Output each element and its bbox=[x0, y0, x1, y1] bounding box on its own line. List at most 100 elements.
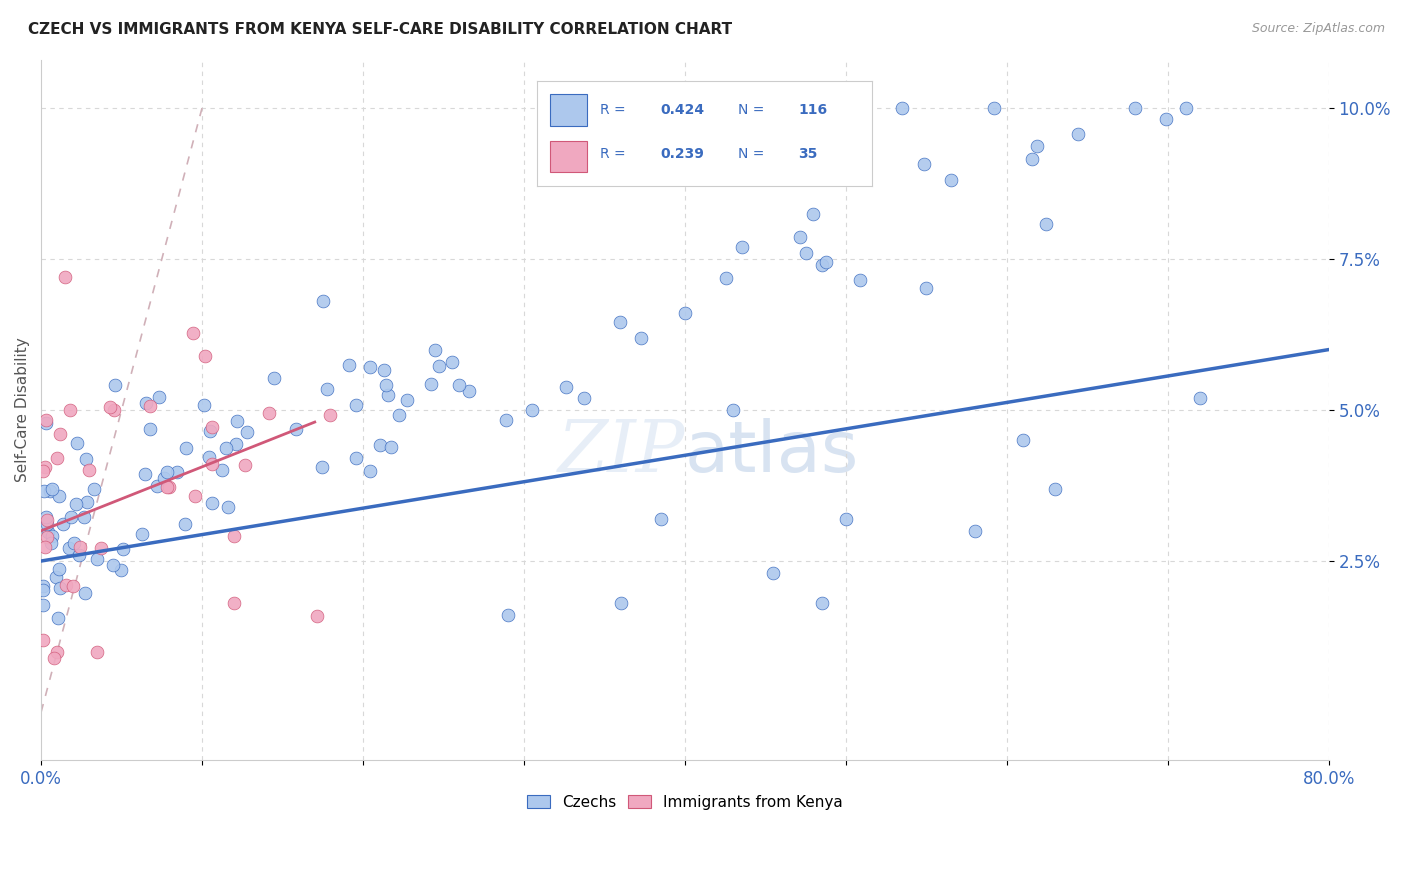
Point bbox=[103, 403, 125, 417]
Point bbox=[139, 422, 162, 436]
Point bbox=[425, 343, 447, 357]
Point bbox=[716, 271, 738, 285]
Point bbox=[98, 400, 121, 414]
Point bbox=[337, 358, 360, 372]
Point bbox=[257, 406, 280, 420]
Point bbox=[184, 489, 207, 503]
Point bbox=[1188, 391, 1211, 405]
Point bbox=[75, 452, 97, 467]
Legend: Czechs, Immigrants from Kenya: Czechs, Immigrants from Kenya bbox=[520, 789, 849, 816]
Point bbox=[305, 608, 328, 623]
Point bbox=[630, 331, 652, 345]
Point bbox=[554, 379, 576, 393]
Point bbox=[198, 425, 221, 439]
Point bbox=[45, 570, 67, 584]
Point bbox=[420, 377, 443, 392]
Point bbox=[174, 441, 197, 455]
Point bbox=[86, 645, 108, 659]
Point bbox=[495, 413, 517, 427]
Point bbox=[215, 442, 238, 456]
Point bbox=[73, 510, 96, 524]
Point bbox=[201, 496, 224, 510]
Point bbox=[52, 517, 75, 532]
Point bbox=[835, 512, 858, 526]
Point bbox=[939, 173, 962, 187]
Point bbox=[983, 101, 1005, 115]
Point bbox=[41, 529, 63, 543]
Point bbox=[346, 398, 368, 412]
Point bbox=[344, 451, 367, 466]
Point bbox=[65, 436, 87, 450]
Point bbox=[153, 471, 176, 485]
Point bbox=[359, 359, 381, 374]
Point bbox=[201, 457, 224, 471]
Point bbox=[32, 579, 55, 593]
Text: ZIP: ZIP bbox=[558, 417, 685, 487]
Point bbox=[53, 270, 76, 285]
Point bbox=[131, 527, 153, 541]
Point bbox=[35, 513, 58, 527]
Point bbox=[62, 579, 84, 593]
Point bbox=[69, 540, 91, 554]
Point bbox=[810, 596, 832, 610]
Point bbox=[915, 281, 938, 295]
Point bbox=[1156, 112, 1178, 127]
Point bbox=[222, 529, 245, 543]
Point bbox=[48, 489, 70, 503]
Point bbox=[59, 403, 82, 417]
Point bbox=[48, 562, 70, 576]
Point bbox=[112, 541, 135, 556]
Point bbox=[148, 390, 170, 404]
Point bbox=[730, 239, 752, 253]
Point bbox=[37, 524, 59, 539]
Point bbox=[31, 598, 53, 612]
Point bbox=[41, 483, 63, 497]
Point bbox=[46, 645, 69, 659]
Point bbox=[1012, 433, 1035, 447]
Point bbox=[377, 388, 399, 402]
Point bbox=[810, 258, 832, 272]
Point bbox=[572, 391, 595, 405]
Point bbox=[39, 536, 62, 550]
Point bbox=[723, 403, 745, 417]
Point bbox=[368, 437, 391, 451]
Point bbox=[35, 530, 58, 544]
Point bbox=[1025, 138, 1047, 153]
Point bbox=[1043, 482, 1066, 496]
Point bbox=[319, 408, 342, 422]
Point bbox=[814, 255, 837, 269]
Point bbox=[609, 315, 631, 329]
Point bbox=[198, 450, 221, 464]
Point bbox=[110, 563, 132, 577]
Y-axis label: Self-Care Disability: Self-Care Disability bbox=[15, 337, 30, 483]
Point bbox=[211, 463, 233, 477]
Point bbox=[891, 101, 914, 115]
Point bbox=[201, 420, 224, 434]
Point bbox=[156, 480, 179, 494]
Point bbox=[55, 578, 77, 592]
Point bbox=[374, 378, 396, 392]
Point bbox=[63, 536, 86, 550]
Point bbox=[134, 467, 156, 481]
Point bbox=[67, 548, 90, 562]
Point bbox=[46, 610, 69, 624]
Point bbox=[427, 359, 450, 373]
Point bbox=[173, 516, 195, 531]
Point bbox=[193, 349, 215, 363]
Point bbox=[59, 510, 82, 524]
Point bbox=[789, 230, 811, 244]
Point bbox=[166, 465, 188, 479]
Point bbox=[388, 408, 411, 422]
Point bbox=[76, 495, 98, 509]
Point bbox=[1035, 218, 1057, 232]
Point bbox=[311, 460, 333, 475]
Point bbox=[285, 421, 308, 435]
Point bbox=[34, 540, 56, 554]
Point bbox=[86, 552, 108, 566]
Point bbox=[849, 273, 872, 287]
Point bbox=[31, 632, 53, 647]
Point bbox=[79, 463, 101, 477]
Point bbox=[396, 392, 419, 407]
Point bbox=[135, 396, 157, 410]
Point bbox=[39, 484, 62, 499]
